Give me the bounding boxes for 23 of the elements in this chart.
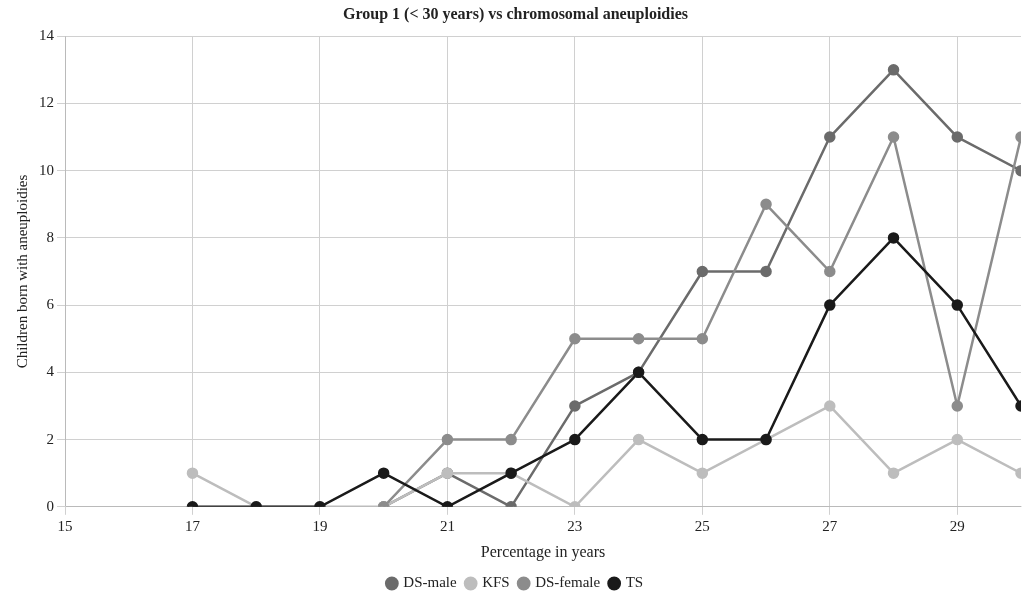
x-tick-label: 21 — [439, 517, 455, 534]
y-tick-label: 4 — [46, 363, 55, 380]
x-axis-title: Percentage in years — [480, 542, 606, 561]
y-tick-label: 0 — [46, 497, 54, 514]
legend-label: TS — [625, 574, 644, 591]
x-tick-label: 29 — [949, 517, 965, 534]
legend-label: KFS — [482, 574, 510, 591]
y-tick-label: 12 — [39, 94, 54, 111]
legend-label: DS-male — [403, 574, 457, 591]
y-tick-label: 6 — [46, 296, 55, 313]
chart-title: Group 1 (< 30 years) vs chromosomal aneuploidies — [343, 4, 688, 23]
x-tick-label: 23 — [567, 517, 583, 534]
legend-label: DS-female — [535, 574, 601, 591]
y-tick-label: 14 — [39, 27, 55, 44]
x-tick-label: 27 — [822, 517, 838, 534]
y-tick-label: 8 — [46, 228, 54, 245]
x-tick-label: 25 — [694, 517, 710, 534]
x-tick-label: 17 — [184, 517, 201, 534]
y-axis-title: Children born with aneuploidies — [13, 174, 30, 369]
x-tick-label: 19 — [312, 517, 328, 534]
x-tick-label: 15 — [57, 517, 73, 534]
y-tick-label: 2 — [46, 430, 54, 447]
y-tick-label: 10 — [39, 161, 54, 178]
